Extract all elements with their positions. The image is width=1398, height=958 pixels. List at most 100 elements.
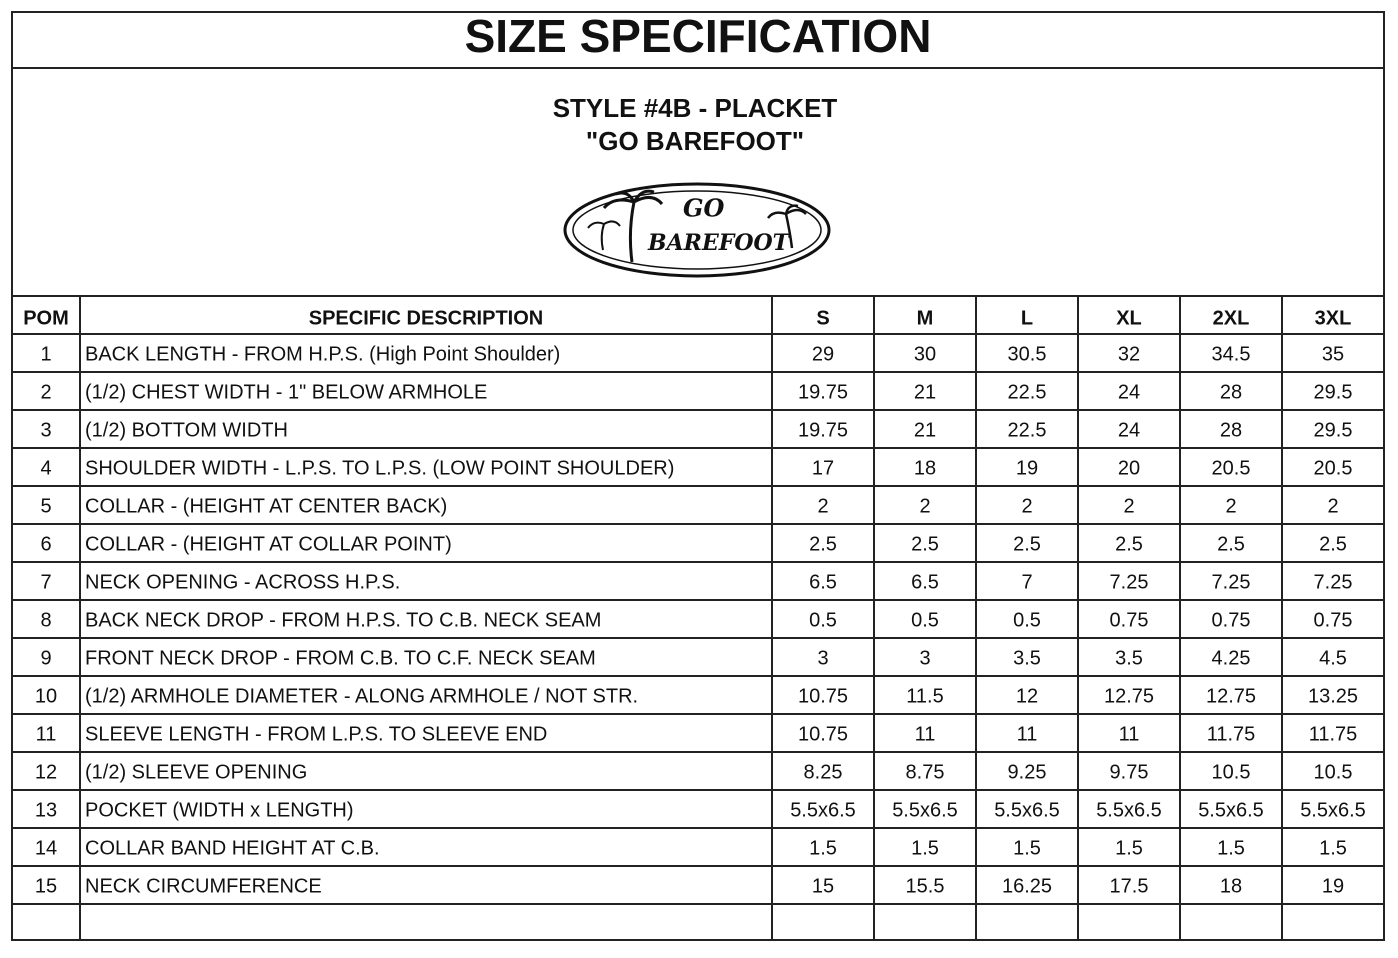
cell: 10.5	[1314, 761, 1353, 783]
cell: 1.5	[1217, 837, 1245, 859]
cell: 3.5	[1013, 647, 1041, 669]
cell: 30.5	[1008, 343, 1047, 365]
cell: 20	[1118, 457, 1140, 479]
cell: 9.25	[1008, 761, 1047, 783]
logo-text: GO	[683, 194, 724, 223]
cell: 30	[914, 343, 936, 365]
cell: 8	[40, 609, 51, 631]
cell: 5.5x6.5	[892, 799, 958, 821]
cell: NECK CIRCUMFERENCE	[85, 875, 322, 897]
column-header: S	[816, 307, 829, 329]
column-header: L	[1021, 307, 1033, 329]
cell: 18	[914, 457, 936, 479]
cell: (1/2) BOTTOM WIDTH	[85, 419, 288, 441]
cell: 3	[817, 647, 828, 669]
cell: 0.5	[1013, 609, 1041, 631]
cell: 15	[35, 875, 57, 897]
cell: 7	[40, 571, 51, 593]
cell: NECK OPENING - ACROSS H.P.S.	[85, 571, 400, 593]
cell: 3.5	[1115, 647, 1143, 669]
cell: 2	[1327, 495, 1338, 517]
cell: 0.75	[1314, 609, 1353, 631]
cell: 1	[40, 343, 51, 365]
cell: 5.5x6.5	[1198, 799, 1264, 821]
cell: 29.5	[1314, 419, 1353, 441]
cell: 4.25	[1212, 647, 1251, 669]
cell: 28	[1220, 419, 1242, 441]
cell: 11.5	[906, 685, 943, 707]
cell: 28	[1220, 381, 1242, 403]
cell: 9.75	[1110, 761, 1149, 783]
cell: 15.5	[906, 875, 945, 897]
column-header: XL	[1116, 307, 1142, 329]
cell: 13.25	[1308, 685, 1358, 707]
spec-table: POM SPECIFIC DESCRIPTION S M L XL 2XL 3XL 1 BACK …	[12, 296, 1384, 940]
cell: 14	[35, 837, 57, 859]
cell: 12.75	[1104, 685, 1154, 707]
cell: 8.25	[804, 761, 843, 783]
cell: 9	[40, 647, 51, 669]
style-subtitle: "GO BAREFOOT"	[586, 126, 804, 156]
cell: 11.75	[1309, 723, 1358, 745]
cell: 19.75	[798, 419, 848, 441]
cell: 2.5	[1115, 533, 1143, 555]
cell: FRONT NECK DROP - FROM C.B. TO C.F. NECK…	[85, 647, 596, 669]
cell: 29.5	[1314, 381, 1353, 403]
column-header: 3XL	[1315, 307, 1352, 329]
cell: 6	[40, 533, 51, 555]
cell: COLLAR BAND HEIGHT AT C.B.	[85, 837, 380, 859]
cell: (1/2) CHEST WIDTH - 1" BELOW ARMHOLE	[85, 381, 487, 403]
cell: SLEEVE LENGTH - FROM L.P.S. TO SLEEVE EN…	[85, 723, 547, 745]
cell: 6.5	[911, 571, 939, 593]
cell: 2.5	[809, 533, 837, 555]
cell: 12	[35, 761, 57, 783]
cell: 21	[914, 381, 936, 403]
cell: 2	[1021, 495, 1032, 517]
logo-ring	[572, 190, 822, 270]
cell: 29	[812, 343, 834, 365]
cell: COLLAR - (HEIGHT AT COLLAR POINT)	[85, 533, 452, 555]
cell: 1.5	[1319, 837, 1347, 859]
cell: POCKET (WIDTH x LENGTH)	[85, 799, 354, 821]
cell: 2	[919, 495, 930, 517]
cell: 10.75	[798, 685, 848, 707]
cell: 8.75	[906, 761, 945, 783]
cell: 11	[915, 723, 936, 745]
cell: 4.5	[1319, 647, 1347, 669]
cell: BACK NECK DROP - FROM H.P.S. TO C.B. NEC…	[85, 609, 601, 631]
cell: 20.5	[1212, 457, 1251, 479]
cell: 12	[1016, 685, 1038, 707]
cell: 21	[914, 419, 936, 441]
cell: SHOULDER WIDTH - L.P.S. TO L.P.S. (LOW P…	[85, 457, 674, 479]
cell: 12.75	[1206, 685, 1256, 707]
cell: 19	[1322, 875, 1344, 897]
cell: 0.5	[809, 609, 837, 631]
cell: 4	[40, 457, 51, 479]
cell: 3	[919, 647, 930, 669]
cell: 5.5x6.5	[1096, 799, 1162, 821]
cell: 7.25	[1212, 571, 1251, 593]
palm-icon	[587, 220, 621, 251]
cell: 5.5x6.5	[1300, 799, 1366, 821]
logo-text: BAREFOOT	[647, 230, 791, 256]
cell: 17.5	[1110, 875, 1149, 897]
cell: 7.25	[1110, 571, 1149, 593]
cell: 10.5	[1212, 761, 1251, 783]
cell: 16.25	[1002, 875, 1052, 897]
cell: (1/2) SLEEVE OPENING	[85, 761, 307, 783]
cell: 19.75	[798, 381, 848, 403]
cell: 1.5	[911, 837, 939, 859]
cell: 5.5x6.5	[790, 799, 856, 821]
cell: 1.5	[809, 837, 837, 859]
cell: 22.5	[1008, 381, 1047, 403]
logo: GO BAREFOOT	[563, 182, 831, 278]
cell: 34.5	[1212, 343, 1251, 365]
cell: 2.5	[911, 533, 939, 555]
cell: 2	[1123, 495, 1134, 517]
cell: 11	[1119, 723, 1140, 745]
cell: 6.5	[809, 571, 837, 593]
cell: 2.5	[1013, 533, 1041, 555]
cell: 2.5	[1217, 533, 1245, 555]
cell: 24	[1118, 381, 1140, 403]
cell: 17	[812, 457, 834, 479]
